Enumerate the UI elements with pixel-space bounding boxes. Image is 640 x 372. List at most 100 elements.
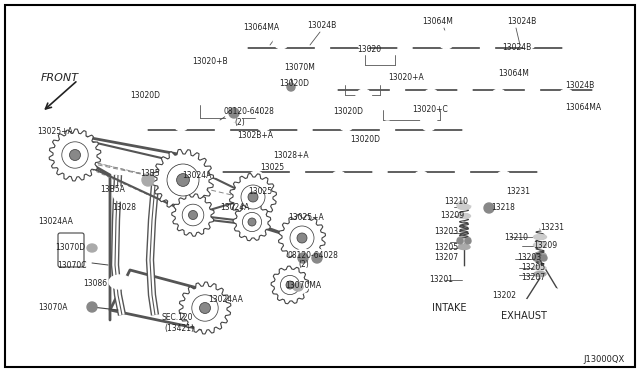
- Text: 13024A: 13024A: [220, 203, 250, 212]
- Ellipse shape: [481, 39, 495, 57]
- Text: 13202: 13202: [492, 291, 516, 299]
- Ellipse shape: [218, 125, 227, 135]
- Text: 13020+C: 13020+C: [412, 106, 448, 115]
- Text: (2): (2): [298, 260, 308, 269]
- Ellipse shape: [398, 39, 412, 57]
- Polygon shape: [278, 215, 326, 262]
- Text: 13064MA: 13064MA: [243, 23, 279, 32]
- Ellipse shape: [454, 267, 474, 273]
- Ellipse shape: [534, 234, 547, 240]
- Circle shape: [297, 233, 307, 243]
- Ellipse shape: [458, 214, 470, 218]
- Text: 1302B+A: 1302B+A: [237, 131, 273, 140]
- Ellipse shape: [109, 275, 131, 289]
- Ellipse shape: [538, 163, 552, 181]
- Text: 13218: 13218: [491, 203, 515, 212]
- Ellipse shape: [236, 43, 244, 53]
- Ellipse shape: [467, 189, 477, 201]
- Ellipse shape: [596, 85, 604, 95]
- Ellipse shape: [540, 216, 556, 234]
- Ellipse shape: [273, 31, 289, 49]
- Circle shape: [243, 212, 262, 232]
- Ellipse shape: [563, 39, 577, 57]
- Ellipse shape: [294, 167, 301, 177]
- Text: 13025: 13025: [260, 164, 284, 173]
- Text: 13070D: 13070D: [55, 244, 85, 253]
- Circle shape: [62, 142, 88, 168]
- Circle shape: [87, 302, 97, 312]
- FancyBboxPatch shape: [58, 233, 84, 267]
- Ellipse shape: [558, 89, 574, 107]
- Ellipse shape: [381, 121, 394, 139]
- Ellipse shape: [543, 219, 553, 231]
- Circle shape: [142, 174, 154, 186]
- Ellipse shape: [323, 81, 337, 99]
- Text: (13421): (13421): [164, 324, 194, 333]
- Text: 13024B: 13024B: [565, 80, 595, 90]
- Text: 13070MA: 13070MA: [285, 280, 321, 289]
- Ellipse shape: [86, 259, 98, 267]
- Ellipse shape: [458, 239, 470, 243]
- Polygon shape: [230, 173, 276, 221]
- Text: J13000QX: J13000QX: [584, 356, 625, 365]
- Ellipse shape: [356, 89, 372, 107]
- Text: 13201: 13201: [429, 276, 453, 285]
- Ellipse shape: [316, 39, 330, 57]
- Text: 13025: 13025: [248, 186, 272, 196]
- Circle shape: [70, 150, 81, 160]
- Text: 13207: 13207: [521, 273, 545, 282]
- Ellipse shape: [291, 163, 305, 181]
- Circle shape: [177, 174, 189, 186]
- Circle shape: [312, 253, 322, 263]
- Ellipse shape: [216, 121, 230, 139]
- Circle shape: [484, 203, 494, 213]
- Ellipse shape: [319, 43, 326, 53]
- Ellipse shape: [458, 244, 470, 250]
- Text: 08120-64028: 08120-64028: [224, 108, 275, 116]
- Text: (2): (2): [234, 118, 244, 126]
- Circle shape: [533, 255, 539, 261]
- Circle shape: [82, 297, 102, 317]
- Circle shape: [290, 226, 314, 250]
- Text: 13203: 13203: [517, 253, 541, 263]
- Ellipse shape: [373, 163, 387, 181]
- Ellipse shape: [331, 171, 347, 189]
- Circle shape: [167, 164, 199, 196]
- Text: 13205: 13205: [434, 244, 458, 253]
- Ellipse shape: [376, 167, 384, 177]
- Ellipse shape: [173, 113, 189, 131]
- Circle shape: [225, 104, 243, 122]
- Text: 13024B: 13024B: [502, 44, 531, 52]
- Circle shape: [168, 164, 198, 196]
- Ellipse shape: [491, 89, 507, 107]
- Ellipse shape: [534, 243, 547, 247]
- Text: 13024A: 13024A: [182, 170, 211, 180]
- Ellipse shape: [521, 31, 537, 49]
- Ellipse shape: [593, 81, 607, 99]
- Ellipse shape: [461, 85, 469, 95]
- Circle shape: [286, 281, 294, 289]
- Text: 13020D: 13020D: [279, 78, 309, 87]
- Ellipse shape: [534, 272, 546, 276]
- Circle shape: [177, 173, 189, 186]
- Ellipse shape: [438, 31, 454, 49]
- Text: 13205: 13205: [521, 263, 545, 273]
- Ellipse shape: [326, 85, 334, 95]
- Text: 13028: 13028: [112, 202, 136, 212]
- Ellipse shape: [293, 283, 303, 291]
- Text: 13024AA: 13024AA: [208, 295, 243, 305]
- Ellipse shape: [356, 31, 372, 49]
- Text: 13025+A: 13025+A: [288, 214, 324, 222]
- Polygon shape: [152, 150, 214, 211]
- Ellipse shape: [458, 205, 470, 209]
- Text: 13024B: 13024B: [307, 20, 336, 29]
- Ellipse shape: [401, 43, 409, 53]
- Circle shape: [308, 249, 326, 267]
- Ellipse shape: [534, 266, 546, 270]
- Circle shape: [465, 238, 471, 244]
- Text: 13207: 13207: [434, 253, 458, 263]
- Circle shape: [182, 204, 204, 226]
- Text: 13209: 13209: [440, 211, 464, 219]
- Ellipse shape: [136, 125, 144, 135]
- Ellipse shape: [525, 81, 540, 99]
